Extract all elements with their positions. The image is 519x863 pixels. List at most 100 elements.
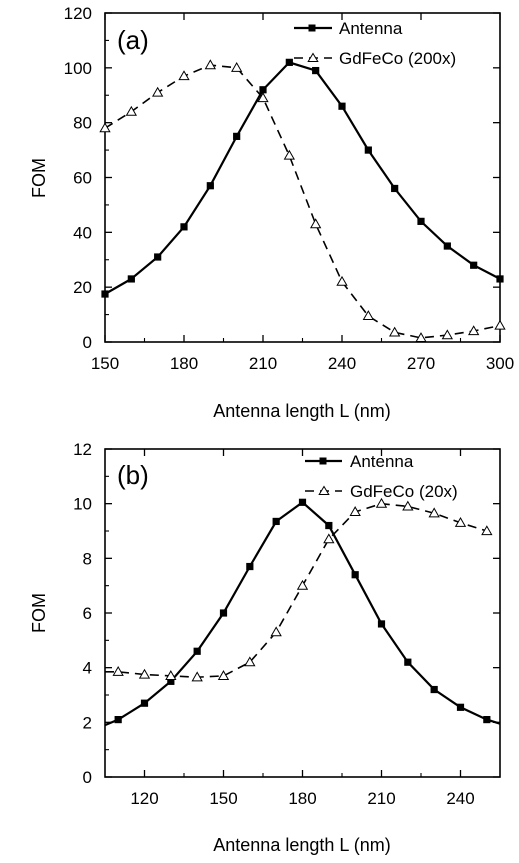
panel-a-gdfeco-point	[336, 275, 348, 286]
panel-a-gdfeco-point	[283, 149, 295, 160]
panel-a-antenna-point	[180, 223, 188, 231]
panel-b-antenna-point	[456, 703, 465, 711]
panel-b-antenna-point	[351, 571, 359, 579]
panel-a-legend: Antenna GdFeCo (200x)	[294, 19, 456, 68]
panel-a-gdfeco-point	[494, 319, 506, 330]
panel-b-antenna-point	[272, 517, 280, 526]
panel-b-series	[104, 497, 501, 727]
panel-b-antenna-point	[404, 658, 412, 666]
panel-b-gdfeco-point	[244, 656, 256, 667]
panel-a-gdfeco-point	[152, 86, 164, 97]
panel-a-y-tick-label: 0	[83, 333, 92, 352]
panel-a-gdfeco-point	[441, 329, 453, 340]
panel-a-antenna-point	[443, 242, 451, 250]
panel-b-y-tick-label: 0	[83, 768, 92, 787]
panel-a-x-tick-label: 270	[407, 354, 435, 373]
panel-a-gdfeco-point	[99, 122, 111, 133]
panel-b-x-tick-label: 150	[209, 789, 237, 808]
panel-b-antenna-point	[140, 699, 149, 707]
panel-b: 120 150 180 210 240 0 2 4 6 8 10 12 (b) Antenna len…	[29, 440, 501, 855]
panel-a-gdfeco-point	[204, 59, 216, 70]
panel-a-x-tick-label: 240	[328, 354, 356, 373]
panel-b-gdfeco-point	[217, 670, 230, 680]
panel-a-label: (a)	[117, 25, 149, 55]
panel-b-label: (b)	[117, 460, 149, 490]
panel-b-gdfeco-point	[428, 507, 440, 518]
panel-b-legend-antenna-label: Antenna	[350, 452, 414, 471]
panel-a-antenna-point	[417, 217, 425, 225]
panel-b-y-axis-label: FOM	[29, 593, 49, 633]
panel-b-legend: Antenna GdFeCo (20x)	[305, 452, 458, 501]
panel-b-y-tick-label: 6	[83, 604, 92, 623]
panel-b-antenna-point	[325, 521, 333, 530]
panel-a-antenna-point	[285, 58, 293, 66]
panel-b-x-tick-label: 240	[446, 789, 474, 808]
panel-a-gdfeco-point	[178, 70, 190, 81]
panel-b-x-axis-label: Antenna length L (nm)	[213, 835, 390, 855]
panel-a-gdfeco-series-line	[104, 64, 501, 339]
panel-a-y-tick-label: 40	[73, 223, 92, 242]
panel-a-y-axis-label: FOM	[29, 158, 49, 198]
panel-a-antenna-point	[312, 66, 320, 75]
panel-a-antenna-point	[496, 275, 504, 283]
panel-a-antenna-point	[391, 184, 399, 193]
panel-b-ticks: 120 150 180 210 240 0 2 4 6 8 10 12	[73, 440, 500, 808]
panel-a-antenna-point	[338, 102, 346, 110]
panel-a-x-tick-label: 150	[91, 354, 119, 373]
panel-b-legend-gdfeco-label: GdFeCo (20x)	[350, 482, 458, 501]
panel-a-antenna-point	[259, 86, 267, 94]
panel-a-x-tick-label: 300	[486, 354, 514, 373]
panel-b-y-tick-label: 10	[73, 495, 92, 514]
panel-a-gdfeco-point	[362, 310, 374, 321]
panel-a-legend-gdfeco-marker	[307, 52, 319, 62]
panel-b-gdfeco-point	[270, 626, 282, 637]
panel-b-antenna-point	[193, 647, 201, 655]
panel-b-antenna-point	[298, 498, 307, 506]
panel-a-x-tick-label: 180	[170, 354, 198, 373]
panel-a-y-tick-label: 120	[64, 4, 92, 23]
panel-a-gdfeco-point	[231, 62, 243, 72]
panel-a-gdfeco-point	[415, 332, 427, 342]
panel-b-antenna-point	[167, 677, 175, 685]
panel-b-gdfeco-series-line	[105, 502, 488, 679]
panel-b-y-tick-label: 2	[83, 713, 92, 732]
panel-b-antenna-point	[430, 685, 438, 694]
panel-b-gdfeco-point	[138, 668, 151, 679]
panel-a-legend-antenna-marker	[308, 24, 316, 32]
panel-a-gdfeco-point	[257, 92, 269, 103]
panel-b-antenna-point	[377, 620, 386, 628]
panel-a-x-tick-label: 210	[249, 354, 277, 373]
panel-b-gdfeco-point	[323, 533, 335, 544]
panel-b-x-tick-label: 120	[130, 789, 158, 808]
panel-a-y-tick-label: 60	[73, 169, 92, 188]
panel-b-gdfeco-point	[165, 670, 177, 680]
panel-a-gdfeco-point	[125, 105, 137, 116]
panel-a-y-tick-label: 20	[73, 278, 92, 297]
panel-a: 150 180 210 240 270 300 0 20 40 60 80 100 120 (a) An…	[29, 4, 514, 421]
panel-a-legend-antenna-label: Antenna	[339, 19, 403, 38]
panel-b-gdfeco-point	[349, 506, 361, 516]
panel-b-gdfeco-point	[402, 500, 414, 511]
panel-b-y-tick-label: 8	[83, 549, 92, 568]
panel-b-x-tick-label: 210	[367, 789, 395, 808]
panel-b-antenna-series-line	[104, 500, 501, 727]
panel-b-y-tick-label: 4	[83, 659, 92, 678]
panel-a-antenna-point	[233, 132, 241, 140]
panel-a-antenna-point	[127, 275, 135, 283]
panel-a-antenna-point	[101, 290, 109, 298]
panel-a-gdfeco-point	[310, 218, 322, 229]
panel-b-gdfeco-point	[375, 497, 388, 508]
panel-b-x-tick-label: 180	[288, 789, 316, 808]
panel-a-gdfeco-point	[468, 325, 480, 336]
panel-a-antenna-point	[470, 261, 478, 269]
panel-a-antenna-point	[364, 146, 372, 154]
panel-a-gdfeco-point	[389, 326, 401, 337]
panel-a-antenna-point	[154, 253, 162, 261]
panel-b-antenna-point	[483, 716, 491, 724]
panel-b-legend-antenna-marker	[319, 457, 327, 465]
panel-a-antenna-series-line	[104, 61, 501, 295]
panel-b-y-tick-label: 12	[73, 440, 92, 459]
panel-a-legend-gdfeco-label: GdFeCo (200x)	[339, 49, 456, 68]
panel-a-antenna-point	[206, 182, 214, 190]
